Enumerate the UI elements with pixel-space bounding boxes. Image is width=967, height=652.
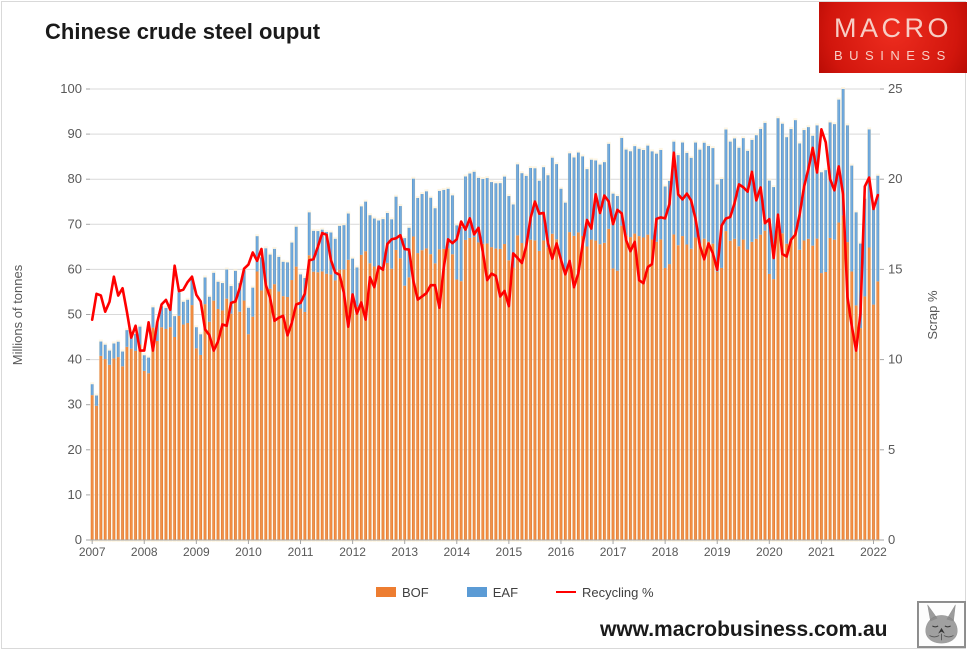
- svg-text:50: 50: [68, 307, 82, 322]
- svg-text:100: 100: [60, 81, 82, 96]
- svg-text:20: 20: [888, 171, 902, 186]
- svg-text:2015: 2015: [496, 545, 523, 559]
- svg-text:2012: 2012: [339, 545, 366, 559]
- svg-text:10: 10: [888, 352, 902, 367]
- svg-text:10: 10: [68, 487, 82, 502]
- svg-text:2013: 2013: [391, 545, 418, 559]
- svg-text:0: 0: [888, 532, 895, 547]
- svg-text:2021: 2021: [808, 545, 835, 559]
- svg-text:2007: 2007: [79, 545, 106, 559]
- svg-text:5: 5: [888, 442, 895, 457]
- svg-text:2018: 2018: [652, 545, 679, 559]
- svg-text:60: 60: [68, 261, 82, 276]
- svg-text:2008: 2008: [131, 545, 158, 559]
- svg-text:2011: 2011: [288, 545, 314, 559]
- svg-text:2010: 2010: [235, 545, 262, 559]
- svg-text:2017: 2017: [600, 545, 627, 559]
- svg-text:2009: 2009: [183, 545, 210, 559]
- svg-text:70: 70: [68, 216, 82, 231]
- svg-text:20: 20: [68, 442, 82, 457]
- svg-text:2014: 2014: [443, 545, 470, 559]
- svg-text:2020: 2020: [756, 545, 783, 559]
- svg-text:40: 40: [68, 352, 82, 367]
- svg-text:90: 90: [68, 126, 82, 141]
- svg-text:30: 30: [68, 397, 82, 412]
- svg-text:2019: 2019: [704, 545, 731, 559]
- svg-text:15: 15: [888, 261, 902, 276]
- svg-text:2016: 2016: [548, 545, 575, 559]
- svg-text:80: 80: [68, 171, 82, 186]
- svg-text:Millions of tonnes: Millions of tonnes: [10, 264, 25, 365]
- svg-text:2022: 2022: [860, 545, 887, 559]
- svg-text:25: 25: [888, 81, 902, 96]
- svg-text:Scrap %: Scrap %: [925, 290, 940, 340]
